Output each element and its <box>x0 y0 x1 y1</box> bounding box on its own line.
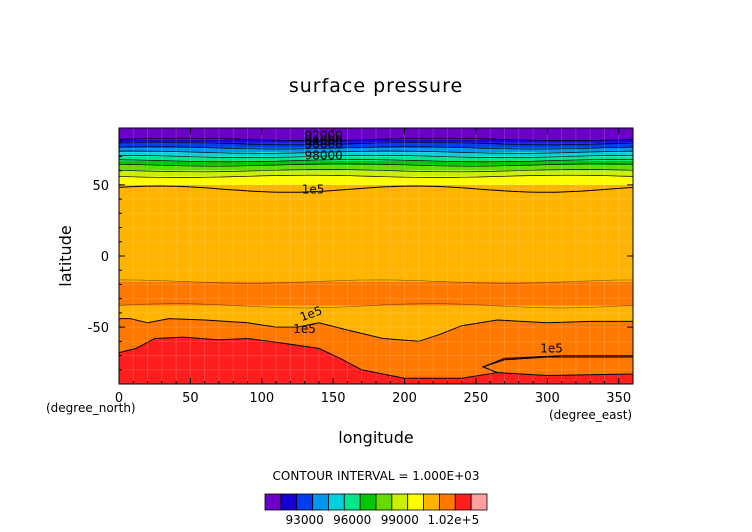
pressure-band-4 <box>119 152 633 157</box>
contour-pink-top <box>119 279 633 284</box>
contour-line-polar-3 <box>119 150 633 154</box>
colorbar-swatch <box>296 493 313 511</box>
x-unit-label: (degree_east) <box>549 408 632 422</box>
y-tick-label: 50 <box>92 179 109 194</box>
x-tick-label: 350 <box>606 391 631 406</box>
colorbar-swatch <box>264 493 282 511</box>
contour-1e5-north <box>119 185 633 193</box>
x-tick-label: 200 <box>392 391 417 406</box>
colorbar-tick-label: 93000 <box>286 513 324 527</box>
colorbar-swatch <box>439 493 456 511</box>
pressure-band-3 <box>119 147 633 153</box>
colorbar-tick-label: 99000 <box>381 513 419 527</box>
pressure-band-1 <box>119 139 633 144</box>
contour-label: 98000 <box>305 148 343 162</box>
colorbar-swatch <box>423 493 440 511</box>
x-tick-label: 0 <box>115 391 123 406</box>
x-tick-label: 150 <box>321 391 346 406</box>
pressure-band-0 <box>119 128 633 140</box>
colorbar-swatch <box>407 493 424 511</box>
x-axis-label: longitude <box>338 428 413 447</box>
contour-line-polar-0 <box>119 137 633 141</box>
pressure-band-8 <box>119 170 633 177</box>
y-unit-label: (degree_north) <box>46 401 136 415</box>
colorbar-swatch <box>359 493 377 511</box>
contour-label: 1e5 <box>293 322 316 336</box>
southern-orange-lobe <box>481 356 633 377</box>
contour-line-polar-2 <box>119 146 633 150</box>
chart-title: surface pressure <box>289 75 463 97</box>
x-tick-label: 100 <box>249 391 274 406</box>
x-tick-label: 250 <box>464 391 489 406</box>
y-tick-label: 0 <box>101 250 109 265</box>
pressure-band-11 <box>119 281 633 306</box>
pressure-band-7 <box>119 164 633 171</box>
pressure-band-2 <box>119 143 633 148</box>
contour-line-polar-5 <box>119 159 633 163</box>
colorbar-swatch <box>312 493 329 511</box>
colorbar-tick-label: 96000 <box>333 513 371 527</box>
colorbar-tick-label: 1.02e+5 <box>427 513 479 527</box>
colorbar-swatch <box>328 493 345 511</box>
contour-label: 94000 <box>305 133 343 147</box>
pressure-band-6 <box>119 160 633 165</box>
contour-line-polar-6 <box>119 163 633 167</box>
x-axis: 0 50 100 150 200 250 300 350 <box>115 128 634 406</box>
colorbar-swatch <box>375 493 393 511</box>
contour-line-polar-1 <box>119 142 633 146</box>
contour-label: 96000 <box>305 138 343 152</box>
y-axis: 50 0 -50 <box>88 127 633 385</box>
y-tick-label: -50 <box>88 321 109 336</box>
x-tick-label: 300 <box>535 391 560 406</box>
contour-line-polar-7 <box>119 169 633 173</box>
contour-interval-text: CONTOUR INTERVAL = 1.000E+03 <box>273 469 480 483</box>
colorbar: 93000 96000 99000 1.02e+5 <box>264 493 488 527</box>
pressure-band-5 <box>119 156 633 161</box>
contour-label: 1e5 <box>540 342 563 356</box>
pressure-band-10 <box>119 184 633 282</box>
y-axis-label: latitude <box>56 225 75 286</box>
x-tick-label: 50 <box>182 391 199 406</box>
pressure-band-9 <box>119 176 633 185</box>
colorbar-swatch <box>280 493 298 511</box>
contour-label: 1e5 <box>302 182 325 196</box>
colorbar-swatch <box>470 493 488 511</box>
colorbar-swatch <box>454 493 472 511</box>
contour-pink-bottom <box>119 303 633 309</box>
colorbar-swatch <box>343 493 361 511</box>
contour-line-polar-4 <box>119 154 633 158</box>
contour-line-polar-8 <box>119 174 633 178</box>
colorbar-swatch <box>391 493 409 511</box>
